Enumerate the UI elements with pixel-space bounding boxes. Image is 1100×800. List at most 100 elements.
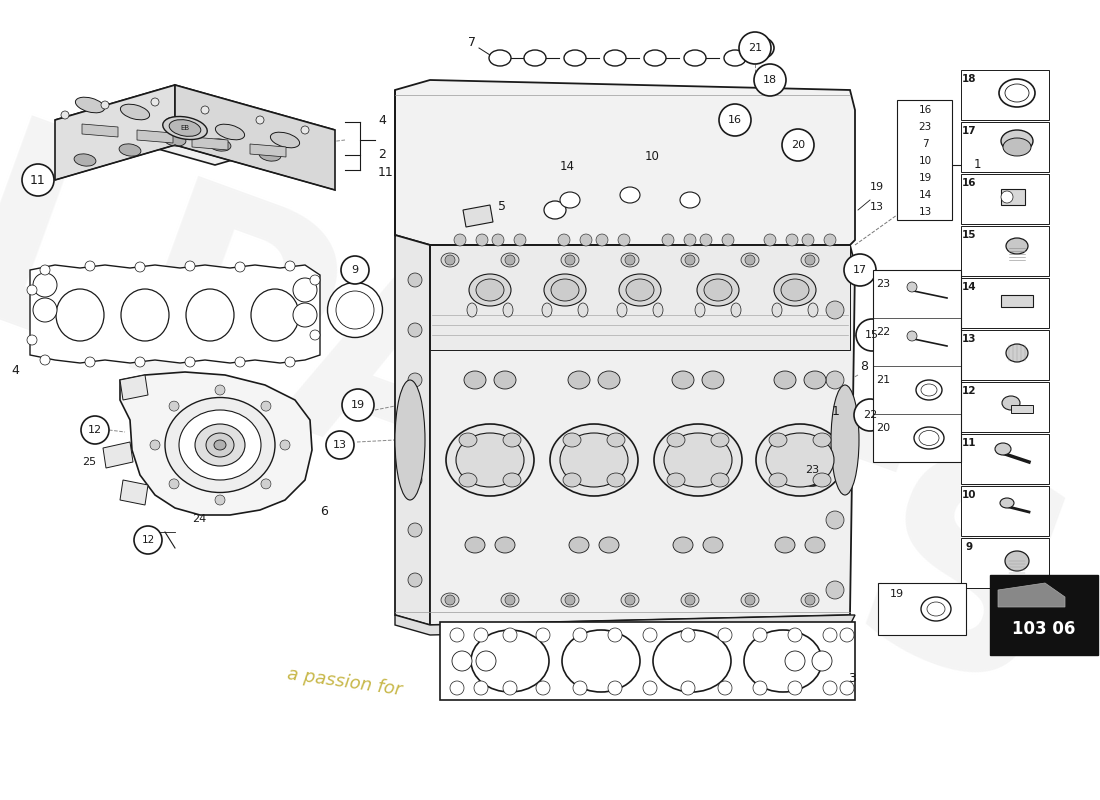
Circle shape [573, 681, 587, 695]
Ellipse shape [465, 537, 485, 553]
Circle shape [788, 628, 802, 642]
Ellipse shape [621, 593, 639, 607]
Ellipse shape [653, 630, 732, 692]
Circle shape [40, 265, 49, 275]
Ellipse shape [563, 473, 581, 487]
Ellipse shape [1000, 498, 1014, 508]
Ellipse shape [446, 424, 534, 496]
Circle shape [135, 262, 145, 272]
Circle shape [856, 319, 888, 351]
Polygon shape [103, 442, 133, 468]
Text: 13: 13 [961, 334, 977, 344]
Circle shape [135, 357, 145, 367]
Circle shape [450, 628, 464, 642]
Circle shape [22, 164, 54, 196]
Circle shape [644, 681, 657, 695]
Circle shape [408, 523, 422, 537]
Ellipse shape [216, 124, 244, 140]
Ellipse shape [1003, 138, 1031, 156]
Text: 11: 11 [30, 174, 46, 186]
Ellipse shape [921, 597, 952, 621]
Circle shape [476, 651, 496, 671]
Ellipse shape [503, 433, 521, 447]
Ellipse shape [781, 279, 808, 301]
Text: 12: 12 [142, 535, 155, 545]
Ellipse shape [607, 433, 625, 447]
Polygon shape [250, 144, 286, 157]
Circle shape [342, 389, 374, 421]
Circle shape [60, 111, 69, 119]
Ellipse shape [456, 433, 524, 487]
Text: 21: 21 [876, 375, 890, 385]
Ellipse shape [209, 139, 231, 151]
Circle shape [565, 595, 575, 605]
Circle shape [28, 335, 37, 345]
Polygon shape [138, 130, 173, 143]
Circle shape [454, 234, 466, 246]
Text: 21: 21 [748, 43, 762, 53]
Circle shape [33, 273, 57, 297]
Polygon shape [120, 372, 312, 515]
Text: 25: 25 [82, 457, 96, 467]
Circle shape [452, 651, 472, 671]
Circle shape [826, 371, 844, 389]
Ellipse shape [464, 371, 486, 389]
Ellipse shape [774, 371, 796, 389]
Circle shape [293, 303, 317, 327]
Ellipse shape [654, 424, 743, 496]
Circle shape [908, 282, 917, 292]
Ellipse shape [544, 201, 566, 219]
Ellipse shape [626, 279, 654, 301]
Circle shape [151, 98, 160, 106]
Circle shape [662, 234, 674, 246]
Text: 19: 19 [870, 182, 884, 192]
Circle shape [764, 234, 776, 246]
Circle shape [28, 285, 37, 295]
Circle shape [341, 256, 368, 284]
Text: 13: 13 [333, 440, 346, 450]
Circle shape [826, 301, 844, 319]
Ellipse shape [732, 303, 741, 317]
Circle shape [754, 681, 767, 695]
Ellipse shape [830, 385, 859, 495]
Ellipse shape [74, 154, 96, 166]
Text: 14: 14 [560, 160, 575, 173]
Ellipse shape [774, 274, 816, 306]
Text: 22: 22 [862, 410, 877, 420]
Text: 16: 16 [728, 115, 743, 125]
Circle shape [681, 628, 695, 642]
Circle shape [185, 357, 195, 367]
Circle shape [625, 595, 635, 605]
Bar [896, 100, 951, 220]
Text: EB: EB [180, 125, 189, 131]
Text: 19: 19 [890, 589, 904, 599]
Circle shape [40, 355, 49, 365]
Ellipse shape [741, 253, 759, 267]
Ellipse shape [918, 430, 939, 446]
Ellipse shape [927, 602, 945, 616]
Ellipse shape [724, 50, 746, 66]
Polygon shape [55, 85, 175, 180]
Circle shape [446, 595, 455, 605]
Circle shape [854, 399, 886, 431]
Ellipse shape [476, 279, 504, 301]
Ellipse shape [560, 192, 580, 208]
Circle shape [826, 581, 844, 599]
Circle shape [85, 261, 95, 271]
Circle shape [101, 101, 109, 109]
Circle shape [503, 681, 517, 695]
Ellipse shape [621, 253, 639, 267]
Ellipse shape [1005, 551, 1028, 571]
Ellipse shape [271, 132, 299, 148]
Ellipse shape [644, 50, 666, 66]
Ellipse shape [598, 371, 620, 389]
Polygon shape [1001, 189, 1025, 205]
Circle shape [492, 234, 504, 246]
Circle shape [408, 473, 422, 487]
Ellipse shape [561, 593, 579, 607]
Text: 1: 1 [974, 158, 981, 171]
Polygon shape [82, 124, 118, 137]
Text: 16: 16 [961, 178, 977, 188]
Ellipse shape [664, 433, 732, 487]
Circle shape [754, 64, 786, 96]
